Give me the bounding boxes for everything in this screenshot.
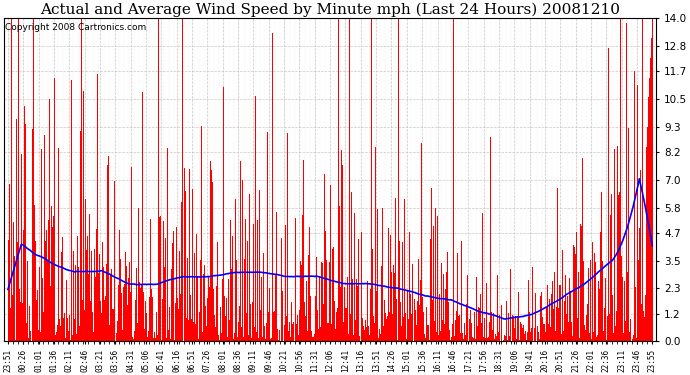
Title: Actual and Average Wind Speed by Minute mph (Last 24 Hours) 20081210: Actual and Average Wind Speed by Minute … [40, 3, 620, 17]
Text: Copyright 2008 Cartronics.com: Copyright 2008 Cartronics.com [5, 23, 146, 32]
